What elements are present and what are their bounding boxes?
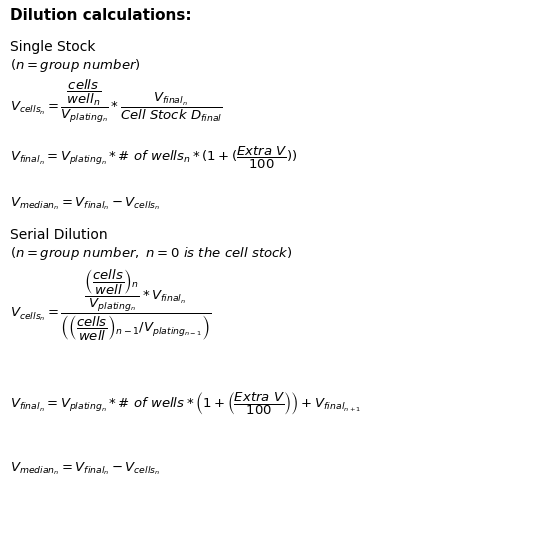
Text: $V_{cells_n} = \dfrac{\dfrac{cells}{well_n}}{V_{plating_n}} * \dfrac{V_{final_n}: $V_{cells_n} = \dfrac{\dfrac{cells}{well… [10,78,223,125]
Text: Dilution calculations:: Dilution calculations: [10,8,192,23]
Text: $(n = group\ number,\ n{=}0\ is\ the\ cell\ stock)$: $(n = group\ number,\ n{=}0\ is\ the\ ce… [10,245,292,262]
Text: $V_{median_n} = V_{final_n} - V_{cells_n}$: $V_{median_n} = V_{final_n} - V_{cells_n… [10,460,160,477]
Text: $V_{cells_n} = \dfrac{\dfrac{\left(\dfrac{cells}{well}\right)_n}{V_{plating_n}} : $V_{cells_n} = \dfrac{\dfrac{\left(\dfra… [10,268,211,343]
Text: $V_{final_n} = V_{plating_n} * \#\ of\ wells * \left(1 + \left(\dfrac{Extra\ V}{: $V_{final_n} = V_{plating_n} * \#\ of\ w… [10,390,361,417]
Text: $V_{median_n} = V_{final_n} - V_{cells_n}$: $V_{median_n} = V_{final_n} - V_{cells_n… [10,195,160,212]
Text: Serial Dilution: Serial Dilution [10,228,107,242]
Text: Single Stock: Single Stock [10,40,95,54]
Text: $(n = group\ number)$: $(n = group\ number)$ [10,57,141,74]
Text: $V_{final_n} = V_{plating_n} * \#\ of\ wells_n * (1 + (\dfrac{Extra\ V}{100}))$: $V_{final_n} = V_{plating_n} * \#\ of\ w… [10,145,298,171]
